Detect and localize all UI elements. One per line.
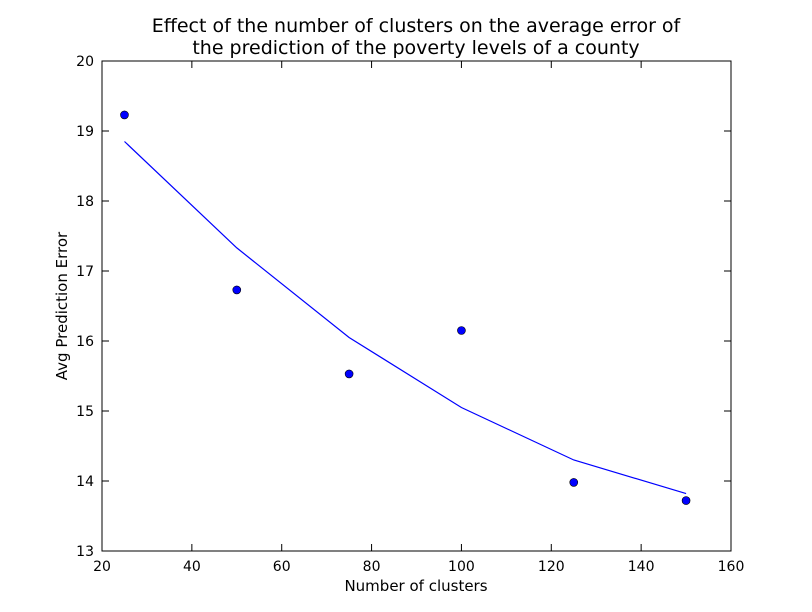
y-tick-label: 14 (76, 474, 94, 490)
plot-area: 20 40 60 80 100 120 140 160 13 14 15 16 17 18 19 20 (76, 54, 744, 575)
chart-title-line-1: Effect of the number of clusters on the … (152, 15, 682, 37)
x-tick-label: 100 (448, 559, 475, 575)
y-axis-label: Avg Prediction Error (53, 231, 71, 380)
x-tick-label: 140 (628, 559, 655, 575)
data-point (681, 496, 691, 505)
y-tick-label: 16 (76, 334, 94, 350)
x-tick-label: 160 (718, 559, 745, 575)
x-tick-label: 60 (273, 559, 291, 575)
data-point (569, 478, 579, 487)
x-tick-label: 120 (538, 559, 565, 575)
x-tick-label: 40 (183, 559, 201, 575)
fit-line (124, 141, 687, 495)
y-tick-label: 20 (76, 54, 94, 70)
plot-frame (101, 60, 732, 552)
x-tick-label: 80 (363, 559, 381, 575)
y-tick-label: 19 (76, 124, 94, 140)
y-tick-label: 13 (76, 544, 94, 560)
y-tick-label: 15 (76, 404, 94, 420)
data-point (344, 369, 354, 379)
x-tick-label: 20 (93, 559, 111, 575)
y-tick-label: 18 (76, 194, 94, 210)
data-point (457, 326, 466, 335)
data-point (232, 285, 242, 295)
y-tick-label: 17 (76, 264, 94, 280)
data-point (120, 110, 129, 120)
chart-title-line-2: the prediction of the poverty levels of … (192, 37, 639, 59)
x-axis-label: Number of clusters (344, 577, 487, 595)
